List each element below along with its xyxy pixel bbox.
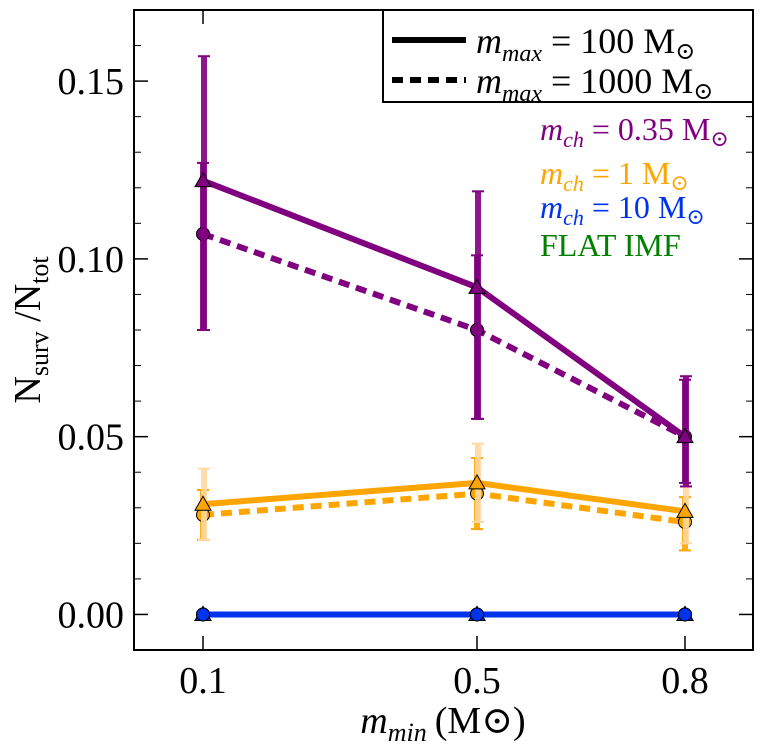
legend-dashed-label: mmax = 1000 M⊙ xyxy=(476,61,713,107)
annotation-label: mch = 1 M⊙ xyxy=(540,155,689,196)
series-5 xyxy=(196,607,692,622)
y-axis-label: Nsurv /Ntot xyxy=(7,256,54,404)
sun-symbol: ⊙ xyxy=(710,126,728,151)
series-0 xyxy=(194,55,694,488)
data-point xyxy=(470,607,484,622)
plot-frame xyxy=(133,9,754,651)
data-point xyxy=(676,427,694,444)
data-point xyxy=(194,171,212,188)
sun-symbol: ⊙ xyxy=(686,204,704,229)
sun-symbol: ⊙ xyxy=(481,700,513,742)
annotation-label: FLAT IMF xyxy=(540,227,681,263)
data-point xyxy=(676,502,694,518)
sun-symbol: ⊙ xyxy=(675,39,695,65)
data-point xyxy=(194,495,212,511)
y-tick-label: 0.05 xyxy=(58,417,125,459)
y-tick-label: 0.00 xyxy=(58,594,125,636)
data-point xyxy=(468,278,486,294)
series-line xyxy=(202,231,687,440)
x-tick-label: 0.5 xyxy=(453,660,501,702)
sun-symbol: ⊙ xyxy=(670,170,688,195)
y-tick-label: 0.15 xyxy=(58,61,125,103)
data-point xyxy=(678,607,692,622)
annotation-label: mch = 10 M⊙ xyxy=(540,189,705,230)
x-axis-label: mmin (M⊙) xyxy=(360,700,525,747)
data-point xyxy=(468,473,486,490)
x-tick-label: 0.8 xyxy=(661,660,709,702)
annotation-label: mch = 0.35 M⊙ xyxy=(540,111,729,152)
data-point xyxy=(196,607,210,622)
sun-symbol: ⊙ xyxy=(693,79,713,105)
annotations: mch = 0.35 M⊙mch = 1 M⊙mch = 10 M⊙FLAT I… xyxy=(540,111,729,263)
series-group xyxy=(194,55,694,622)
legend: mmax = 100 M⊙ mmax = 1000 M⊙ xyxy=(382,9,754,107)
y-tick-label: 0.10 xyxy=(58,239,125,281)
legend-box xyxy=(382,9,754,103)
legend-solid-label: mmax = 100 M⊙ xyxy=(476,21,695,67)
x-tick-label: 0.1 xyxy=(179,660,227,702)
